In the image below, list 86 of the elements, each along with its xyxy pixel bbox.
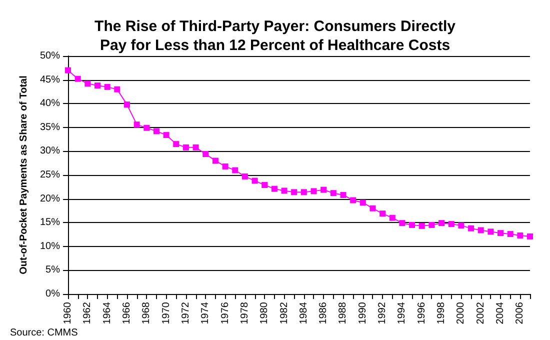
- x-tick-label: 1970: [160, 302, 172, 324]
- x-tick-label: 1976: [220, 302, 231, 324]
- x-tick-label: 1994: [396, 302, 408, 324]
- x-tick-label: 1974: [200, 302, 212, 324]
- point: [94, 82, 100, 89]
- point: [84, 80, 91, 87]
- point: [202, 151, 209, 158]
- point: [350, 197, 356, 204]
- x-tick-label: 2002: [475, 302, 486, 324]
- point: [380, 210, 386, 217]
- point: [468, 225, 474, 232]
- point: [65, 67, 71, 74]
- x-tick-label: 1996: [416, 302, 428, 324]
- point: [458, 222, 464, 228]
- point: [114, 86, 120, 92]
- point: [173, 141, 180, 148]
- point: [488, 228, 494, 235]
- point: [232, 167, 238, 174]
- point: [340, 192, 346, 198]
- point: [507, 231, 514, 238]
- point: [330, 190, 336, 196]
- point: [527, 233, 533, 240]
- y-tick-label: 40%: [40, 98, 60, 110]
- point: [320, 186, 327, 193]
- point: [300, 189, 307, 196]
- point: [242, 173, 248, 180]
- x-tick-label: 1982: [278, 302, 290, 324]
- x-tick-label: 2006: [514, 302, 526, 324]
- point: [291, 189, 298, 196]
- x-tick-label: 1988: [338, 302, 349, 324]
- point: [498, 230, 504, 236]
- point: [134, 122, 140, 128]
- x-tick-label: 2000: [456, 302, 467, 324]
- point: [153, 128, 160, 134]
- x-tick-label: 1966: [121, 302, 132, 324]
- source-note: Source: CMMS: [10, 328, 78, 338]
- point: [262, 182, 268, 188]
- point: [163, 132, 170, 138]
- x-tick-label: 1962: [82, 302, 94, 324]
- x-tick-label: 1968: [141, 302, 152, 324]
- point: [360, 200, 366, 206]
- y-tick-label: 10%: [40, 240, 60, 252]
- point: [428, 222, 435, 228]
- y-tick-label: 45%: [40, 74, 60, 86]
- point: [389, 214, 396, 221]
- x-tick-label: 1980: [259, 302, 270, 324]
- point: [478, 227, 484, 234]
- y-tick-label: 5%: [46, 264, 60, 276]
- point: [144, 124, 150, 131]
- point: [192, 144, 199, 150]
- point: [124, 102, 130, 108]
- point: [74, 76, 81, 82]
- point: [271, 186, 278, 192]
- point: [409, 222, 416, 228]
- y-tick-label: 50%: [40, 50, 60, 62]
- point: [517, 232, 524, 238]
- point: [222, 163, 228, 170]
- y-tick-label: 0%: [46, 288, 60, 300]
- x-tick-label: 1992: [377, 302, 388, 324]
- y-axis-title: Out-of-Pocket Payments as Share of Total: [18, 75, 30, 274]
- y-tick-label: 35%: [40, 122, 60, 133]
- point: [182, 144, 189, 150]
- x-tick-label: 1990: [357, 302, 368, 324]
- x-tick-label: 1972: [180, 302, 192, 324]
- x-tick-label: 1998: [436, 302, 448, 324]
- chart-title: The Rise of Third-Party Payer: Consumers Directly Pay for Less than 12 Percent of Healthcare Costs: [94, 18, 456, 54]
- point: [104, 84, 110, 90]
- y-tick-label: 15%: [40, 217, 60, 228]
- point: [212, 158, 218, 164]
- point: [310, 188, 317, 194]
- point: [252, 178, 258, 184]
- y-tick-label: 20%: [40, 193, 60, 204]
- x-tick-label: 1964: [102, 302, 113, 324]
- point: [448, 221, 454, 228]
- point: [399, 220, 406, 226]
- point: [281, 188, 288, 194]
- x-tick-label: 2004: [495, 302, 506, 324]
- x-tick-label: 1986: [318, 302, 330, 324]
- y-tick-label: 30%: [40, 146, 60, 157]
- x-tick-label: 1960: [62, 302, 74, 324]
- x-tick-label: 1978: [239, 302, 250, 324]
- x-tick-label: 1984: [298, 302, 310, 324]
- point: [370, 205, 376, 212]
- y-tick-label: 25%: [40, 170, 60, 180]
- point: [418, 222, 425, 229]
- point: [438, 220, 445, 226]
